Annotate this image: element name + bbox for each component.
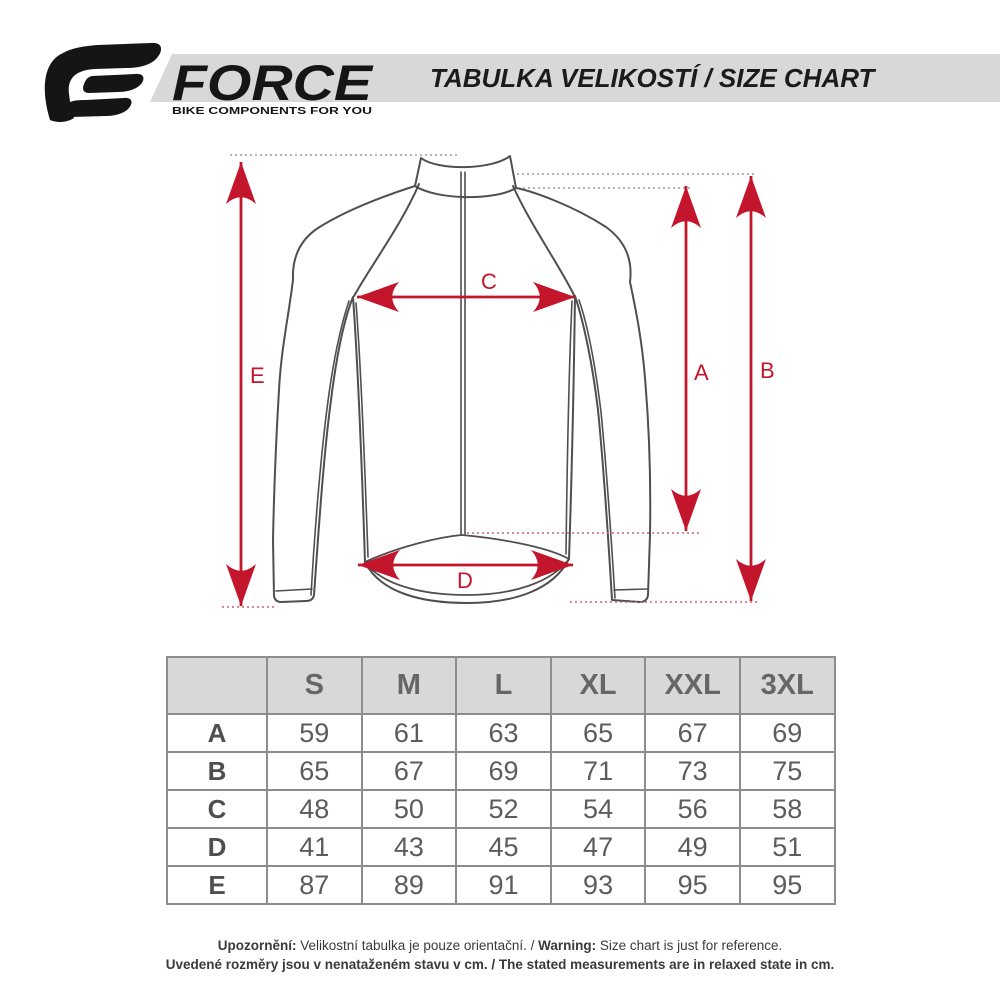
size-col-header: L — [455, 656, 552, 715]
force-logo-wordmark: FORCE — [172, 55, 374, 111]
size-cell: 93 — [549, 865, 647, 905]
size-cell: 69 — [738, 713, 836, 753]
table-row: E 87 89 91 93 95 95 — [166, 865, 836, 905]
size-cell: 69 — [455, 751, 552, 791]
size-cell: 58 — [738, 789, 836, 829]
table-header-row: S M L XL XXL 3XL — [166, 656, 836, 715]
size-cell: 51 — [738, 827, 836, 867]
size-col-header: XXL — [644, 656, 741, 715]
table-row: B 65 67 69 71 73 75 — [166, 751, 836, 791]
size-cell: 65 — [549, 713, 647, 753]
size-cell: 87 — [266, 865, 363, 905]
leader-lines — [222, 154, 757, 608]
force-logo-tagline: BIKE COMPONENTS FOR YOU — [172, 105, 372, 117]
size-col-header: M — [360, 656, 458, 715]
label-D: D — [457, 568, 473, 593]
jersey-outline — [272, 155, 652, 604]
header-band — [150, 54, 1000, 102]
table-row: C 48 50 52 54 56 58 — [166, 789, 836, 829]
size-cell: 67 — [360, 751, 458, 791]
table-row: D 41 43 45 47 49 51 — [166, 827, 836, 867]
label-A: A — [694, 360, 709, 385]
footer-warning-en-label: Warning: — [538, 938, 597, 953]
force-logo: FORCE BIKE COMPONENTS FOR YOU — [44, 42, 374, 123]
footer-note: Upozornění: Velikostní tabulka je pouze … — [0, 936, 1000, 974]
size-cell: 91 — [455, 865, 552, 905]
table-row: A 59 61 63 65 67 69 — [166, 713, 836, 753]
row-label: B — [166, 751, 268, 791]
size-cell: 50 — [360, 789, 458, 829]
footer-line-2: Uvedené rozměry jsou v nenataženém stavu… — [165, 957, 835, 972]
label-E: E — [250, 363, 265, 388]
label-B: B — [760, 358, 775, 383]
footer-warning-en-text: Size chart is just for reference. — [596, 938, 783, 953]
row-label: E — [166, 865, 268, 905]
row-label: D — [166, 827, 268, 867]
force-logo-emblem-icon — [44, 42, 162, 123]
size-col-header: S — [266, 656, 363, 715]
row-label: A — [166, 713, 268, 753]
size-cell: 63 — [455, 713, 552, 753]
size-cell: 56 — [644, 789, 741, 829]
size-cell: 47 — [549, 827, 647, 867]
size-table: S M L XL XXL 3XL A 59 61 63 65 67 69 B 6… — [166, 656, 836, 905]
size-cell: 54 — [549, 789, 647, 829]
size-cell: 65 — [266, 751, 363, 791]
size-col-header: 3XL — [738, 656, 836, 715]
row-label: C — [166, 789, 268, 829]
size-cell: 41 — [266, 827, 363, 867]
size-cell: 73 — [644, 751, 741, 791]
size-cell: 75 — [738, 751, 836, 791]
footer-warning-cz-label: Upozornění: — [217, 938, 297, 953]
dimension-arrows — [225, 162, 766, 606]
corner-cell — [166, 656, 268, 715]
page-title: TABULKA VELIKOSTÍ / SIZE CHART — [430, 63, 875, 93]
size-cell: 43 — [360, 827, 458, 867]
size-cell: 45 — [455, 827, 552, 867]
size-cell: 52 — [455, 789, 552, 829]
size-cell: 48 — [266, 789, 363, 829]
size-cell: 95 — [738, 865, 836, 905]
size-cell: 71 — [549, 751, 647, 791]
size-cell: 59 — [266, 713, 363, 753]
size-cell: 61 — [360, 713, 458, 753]
size-cell: 67 — [644, 713, 741, 753]
footer-warning-cz-text: Velikostní tabulka je pouze orientační. … — [296, 938, 539, 953]
size-col-header: XL — [549, 656, 647, 715]
size-cell: 95 — [644, 865, 741, 905]
size-cell: 49 — [644, 827, 741, 867]
size-cell: 89 — [360, 865, 458, 905]
dimension-labels: E A B C D — [250, 269, 775, 593]
footer-line-1: Upozornění: Velikostní tabulka je pouze … — [0, 936, 1000, 955]
jersey-measurement-diagram: E A B C D — [222, 154, 775, 608]
label-C: C — [481, 269, 497, 294]
